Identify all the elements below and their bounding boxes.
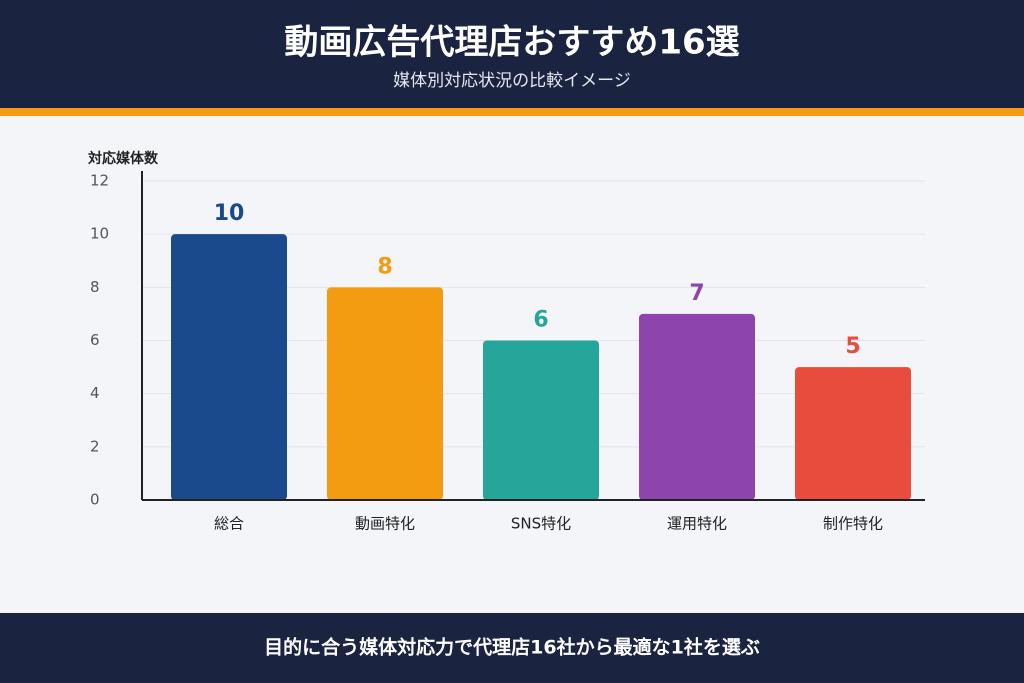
x-tick-label: 制作特化 (823, 515, 883, 533)
header (0, 0, 1024, 108)
y-tick-label: 12 (90, 172, 109, 190)
y-tick-label: 8 (90, 278, 100, 296)
chart-title: 動画広告代理店おすすめ16選 (284, 23, 739, 63)
x-tick-label: SNS特化 (511, 515, 571, 533)
y-tick-label: 4 (90, 384, 100, 402)
x-tick-label: 動画特化 (355, 515, 415, 533)
value-label: 5 (845, 334, 860, 359)
footer (0, 613, 1024, 683)
x-tick-label: 運用特化 (667, 515, 727, 533)
value-label: 7 (689, 281, 704, 306)
y-tick-label: 6 (90, 331, 100, 349)
chart-subtitle: 媒体別対応状況の比較イメージ (393, 71, 631, 91)
footer-text: 目的に合う媒体対応力で代理店16社から最適な1社を選ぶ (264, 636, 760, 659)
value-label: 10 (214, 201, 245, 226)
y-tick-label: 2 (90, 437, 100, 455)
value-label: 6 (533, 308, 548, 333)
y-axis-label: 対応媒体数 (87, 150, 159, 167)
bar (483, 340, 599, 500)
bar (327, 287, 443, 500)
header-stripe (0, 108, 1024, 116)
x-tick-label: 総合 (214, 515, 244, 533)
y-tick-label: 10 (90, 225, 109, 243)
y-tick-label: 0 (90, 491, 100, 509)
bar (639, 313, 755, 500)
bar (795, 367, 911, 500)
bar (171, 234, 287, 500)
value-label: 8 (377, 254, 392, 279)
